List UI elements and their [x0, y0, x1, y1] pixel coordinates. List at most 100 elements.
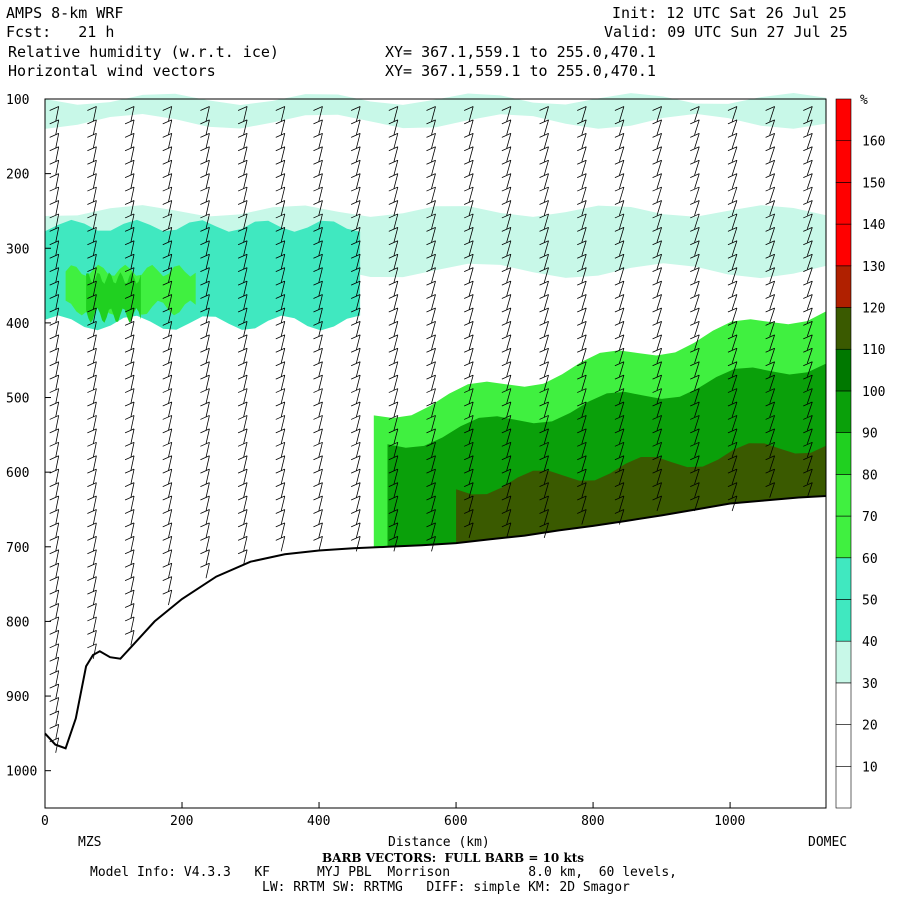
wind-barb — [769, 307, 775, 324]
wind-barb — [243, 388, 248, 404]
wind-barb — [431, 388, 436, 404]
wind-barb-flag — [652, 159, 662, 165]
x-tick-label: 600 — [444, 814, 467, 829]
wind-barb-flag — [313, 240, 323, 246]
wind-barb — [543, 173, 549, 189]
wind-barb — [506, 375, 512, 391]
wind-barb-flag — [690, 361, 700, 367]
wind-barb-flag — [803, 321, 813, 326]
wind-barb — [355, 388, 361, 404]
wind-barb — [318, 388, 323, 404]
wind-barb — [355, 307, 361, 324]
wind-barb — [355, 227, 361, 243]
wind-barb — [656, 294, 662, 310]
wind-barb — [581, 415, 587, 431]
wind-barb — [130, 173, 135, 189]
wind-barb — [581, 361, 587, 377]
wind-barb — [619, 469, 625, 485]
wind-barb-flag — [614, 159, 625, 165]
wind-barb-flag — [539, 106, 549, 111]
wind-barb-flag — [614, 509, 625, 514]
colorbar-tick-label: 120 — [862, 302, 885, 317]
wind-barb-flag — [200, 482, 210, 487]
wind-barb — [318, 294, 323, 310]
wind-barb-flag — [162, 562, 172, 568]
wind-barb-flag — [727, 106, 738, 111]
wind-barb-flag — [162, 374, 172, 380]
wind-barb-flag — [426, 441, 436, 447]
wind-barb-flag — [652, 119, 662, 125]
wind-barb-flag — [652, 294, 662, 299]
wind-barb-flag — [200, 334, 210, 340]
wind-barb — [393, 294, 399, 310]
y-tick-label: 200 — [6, 168, 29, 183]
wind-barb-flag — [501, 240, 512, 246]
wind-barb — [468, 482, 474, 498]
wind-barb — [543, 321, 549, 337]
wind-barb-flag — [350, 227, 361, 232]
wind-barb — [355, 428, 361, 444]
wind-barb-flag — [313, 495, 323, 501]
wind-barb-flag — [727, 280, 738, 286]
wind-barb — [280, 146, 286, 162]
wind-barb — [468, 213, 474, 230]
wind-barb — [393, 213, 399, 230]
wind-barb — [92, 294, 97, 310]
wind-barb — [318, 227, 323, 243]
wind-barb — [806, 146, 813, 162]
wind-barb-flag — [275, 482, 285, 487]
wind-barb-flag — [803, 280, 813, 286]
wind-barb-flag — [87, 347, 97, 353]
wind-barb-flag — [162, 146, 172, 152]
wind-barb — [806, 200, 813, 216]
wind-barb-flag — [124, 132, 135, 138]
wind-barb-flag — [87, 173, 97, 178]
colorbar-tick-label: 80 — [862, 468, 878, 483]
wind-barb-flag — [426, 509, 436, 514]
wind-barb — [205, 388, 210, 404]
wind-barb — [769, 388, 775, 404]
wind-barb — [55, 307, 60, 324]
wind-barb — [280, 227, 286, 243]
wind-barb — [619, 160, 625, 176]
wind-barb-flag — [275, 240, 285, 246]
wind-barb — [243, 186, 248, 203]
wind-barb-flag — [388, 173, 398, 178]
wind-barb-flag — [313, 213, 323, 219]
colorbar-tick-label: 110 — [862, 343, 885, 358]
x-tick-label: 800 — [581, 814, 604, 829]
wind-barb — [55, 119, 60, 135]
wind-barb-flag — [275, 509, 285, 514]
wind-barb-flag — [200, 106, 210, 111]
wind-barb-flag — [388, 509, 398, 514]
wind-barb — [393, 455, 399, 471]
wind-barb-flag — [614, 200, 625, 205]
wind-barb-flag — [803, 334, 813, 340]
wind-barb — [543, 455, 549, 471]
wind-barb — [280, 482, 286, 498]
wind-barb — [656, 186, 662, 203]
wind-barb — [468, 307, 474, 324]
wind-barb — [280, 133, 286, 149]
wind-barb-flag — [49, 146, 59, 152]
wind-barb-flag — [501, 173, 512, 178]
wind-barb-flag — [727, 388, 738, 393]
wind-barb — [55, 697, 60, 713]
wind-barb — [393, 160, 399, 176]
wind-barb — [431, 240, 436, 256]
wind-barb-flag — [727, 146, 738, 152]
wind-barb-flag — [124, 455, 135, 461]
wind-barb — [769, 348, 775, 364]
wind-barb-flag — [388, 495, 398, 501]
wind-barb — [431, 375, 436, 391]
wind-barb-flag — [652, 401, 662, 407]
colorbar-bin — [835, 765, 852, 809]
wind-barb-flag — [803, 186, 813, 192]
wind-barb-flag — [124, 321, 135, 326]
wind-barb-flag — [200, 428, 210, 434]
wind-barb — [55, 428, 60, 444]
y-tick-label: 700 — [6, 541, 29, 556]
colorbar-bin — [835, 182, 852, 225]
wind-barb-flag — [237, 253, 248, 259]
wind-barb-flag — [200, 535, 210, 541]
